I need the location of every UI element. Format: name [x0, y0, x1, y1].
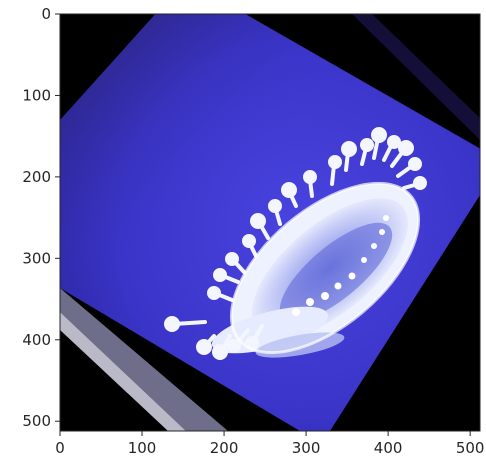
crown-inner-shadow: [279, 222, 393, 322]
x-tick-label: 100: [128, 439, 157, 457]
inner-droplets: [292, 215, 389, 316]
grey-edge-strip: [60, 288, 228, 431]
y-axis-ticks: 0 100 200 300 400 500: [22, 5, 60, 430]
milk-crown: [164, 127, 427, 360]
y-tick-label: 300: [22, 249, 51, 267]
y-tick-label: 400: [22, 331, 51, 349]
x-tick-label: 200: [210, 439, 239, 457]
grey-edge-strip-light: [60, 312, 186, 431]
dark-edge-right: [352, 14, 480, 140]
crown-rim-highlight: [229, 181, 421, 355]
x-tick-label: 0: [55, 439, 65, 457]
y-tick-label: 500: [22, 412, 51, 430]
y-tick-label: 0: [41, 5, 51, 23]
crown-spikes: [164, 127, 427, 360]
x-tick-label: 400: [374, 439, 403, 457]
image-content: [60, 14, 480, 431]
axes-frame: [59, 13, 481, 432]
x-tick-label: 500: [456, 439, 485, 457]
y-tick-label: 100: [22, 86, 51, 104]
y-tick-label: 200: [22, 168, 51, 186]
x-axis-ticks: 0 100 200 300 400 500: [55, 431, 484, 457]
x-tick-label: 300: [292, 439, 321, 457]
